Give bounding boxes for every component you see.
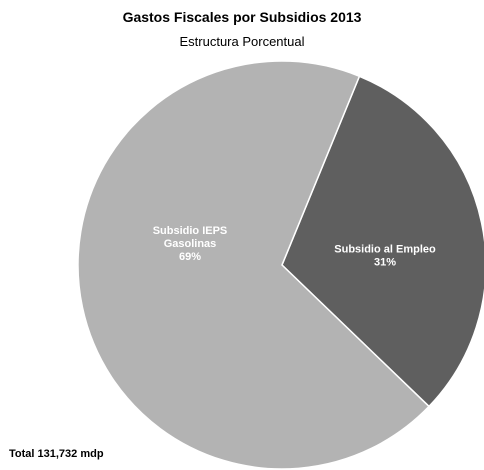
- pie-slice-1: [77, 60, 431, 470]
- slice-label-1-line-2: 69%: [179, 251, 201, 263]
- slice-label-1-line-1: Gasolinas: [164, 238, 217, 250]
- chart-subtitle: Estructura Porcentual: [179, 34, 305, 49]
- total-note: Total 131,732 mdp: [9, 448, 104, 460]
- slice-label-0-line-1: 31%: [374, 256, 396, 268]
- slice-label-1-line-0: Subsidio IEPS: [153, 225, 228, 237]
- chart-title: Gastos Fiscales por Subsidios 2013: [122, 9, 362, 25]
- slice-label-0-line-0: Subsidio al Empleo: [334, 243, 436, 255]
- pie-slice-0: [281, 75, 484, 408]
